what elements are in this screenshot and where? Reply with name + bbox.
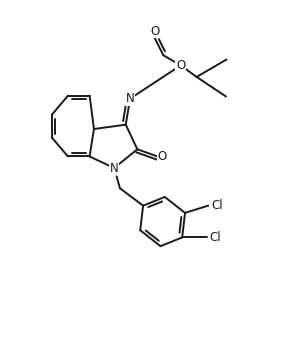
Text: O: O — [150, 25, 159, 38]
Text: N: N — [110, 162, 119, 175]
Text: O: O — [158, 150, 167, 163]
Text: O: O — [176, 59, 185, 72]
Text: N: N — [126, 92, 135, 105]
Text: Cl: Cl — [210, 231, 221, 244]
Text: Cl: Cl — [211, 199, 223, 212]
